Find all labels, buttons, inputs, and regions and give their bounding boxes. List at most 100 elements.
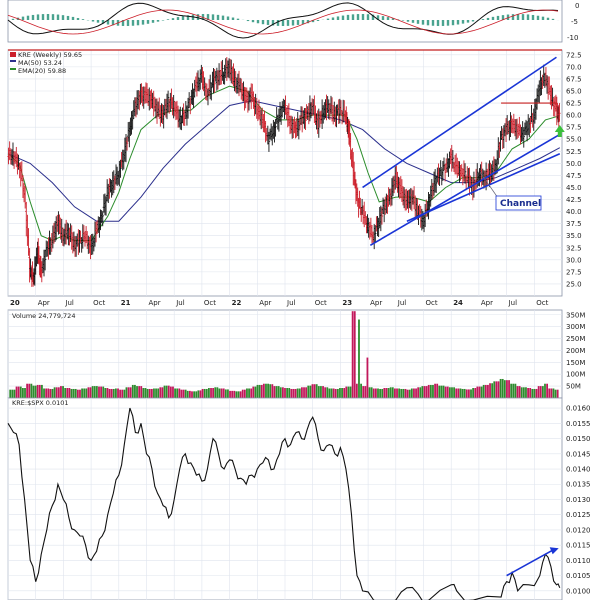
volume-bar [398,388,401,398]
price-y-tick: 47.5 [566,172,582,180]
volume-bar [155,388,157,398]
top-histogram-bar [391,18,395,20]
volume-bar [140,386,143,398]
volume-bar [455,388,458,398]
volume-bar [290,388,293,398]
volume-bar [360,383,362,398]
volume-bar [15,386,18,398]
top-histogram-bar [176,17,180,20]
ratio-y-tick: 0.0135 [566,481,591,489]
volume-bar [546,383,549,398]
volume-bar [497,381,500,398]
top-histogram-bar [511,14,515,20]
top-histogram-bar [186,15,190,20]
volume-bar [358,319,360,398]
top-histogram-bar [46,14,50,20]
volume-bar [267,383,269,398]
volume-bar [252,386,255,398]
volume-bar [243,389,246,398]
volume-y-tick: 250M [566,335,585,343]
volume-bar [457,388,460,398]
volume-bar [104,388,107,398]
volume-bar [345,386,348,398]
volume-bar [100,386,103,398]
volume-bar [123,389,126,398]
volume-bar [415,388,417,398]
x-axis-tick: 21 [121,299,131,307]
top-histogram-bar [526,14,530,20]
volume-bar [159,387,162,398]
volume-bar [423,386,426,398]
top-histogram-bar [76,17,80,20]
volume-bar [248,388,250,398]
legend-swatch-ema20 [10,68,16,70]
price-y-tick: 72.5 [566,51,582,59]
volume-bar [235,391,238,398]
volume-bar [19,386,22,398]
top-histogram-bar [51,14,55,20]
top-histogram-bar [296,20,300,25]
volume-bar [391,387,394,398]
volume-bar [195,391,198,398]
top-histogram-bar [536,15,540,20]
price-y-tick: 40.0 [566,208,582,216]
volume-bar [368,387,371,398]
volume-bar [30,383,33,398]
volume-bar [115,388,117,398]
price-y-tick: 42.5 [566,196,582,204]
volume-bar [279,387,282,398]
volume-y-tick: 200M [566,347,585,355]
volume-bar [87,387,90,398]
ratio-y-tick: 0.0140 [566,466,591,474]
volume-bar [372,388,375,398]
x-axis-tick: 24 [453,299,463,307]
volume-bar [303,387,305,398]
top-histogram-bar [136,20,140,26]
volume-bar [13,389,16,398]
volume-bar [305,387,308,398]
volume-bar [148,388,151,398]
top-histogram-bar [516,14,520,20]
volume-bar [208,388,210,398]
volume-bar [205,388,208,398]
top-histogram-bar [206,14,210,20]
volume-bar [108,388,111,398]
x-axis-tick: Jul [64,299,74,307]
volume-bar [421,386,424,398]
volume-bar [26,383,29,398]
volume-bar [487,384,489,398]
volume-bar [89,387,92,398]
volume-bar [146,388,149,398]
volume-bar [24,388,26,398]
volume-bar [307,385,310,398]
top-histogram-bar [251,20,255,23]
top-histogram-bar [326,18,330,20]
volume-bar [239,391,242,398]
volume-bar [394,388,396,398]
volume-bar [191,391,193,398]
x-axis-tick: Apr [38,299,50,307]
top-histogram-bar [311,20,315,23]
x-axis-tick: 20 [10,299,20,307]
volume-bar [275,386,278,398]
top-histogram-bar [31,14,35,20]
volume-bar [227,389,229,398]
top-histogram-bar [496,15,500,20]
top-histogram-bar [156,20,160,22]
volume-bar [374,388,377,398]
top-macd-line [7,2,559,39]
volume-bar [334,388,337,398]
volume-bar [188,390,191,398]
top-histogram-bar [166,19,170,20]
volume-bar [36,384,39,398]
top-histogram-bar [316,20,320,21]
volume-bar [172,386,174,398]
volume-bar [554,389,557,398]
volume-bar [311,384,314,398]
volume-bar [119,389,122,398]
volume-bar [377,388,379,398]
top-histogram-bar [426,20,430,26]
volume-bar [550,388,553,398]
volume-bar [381,388,384,398]
volume-bar [499,378,502,398]
